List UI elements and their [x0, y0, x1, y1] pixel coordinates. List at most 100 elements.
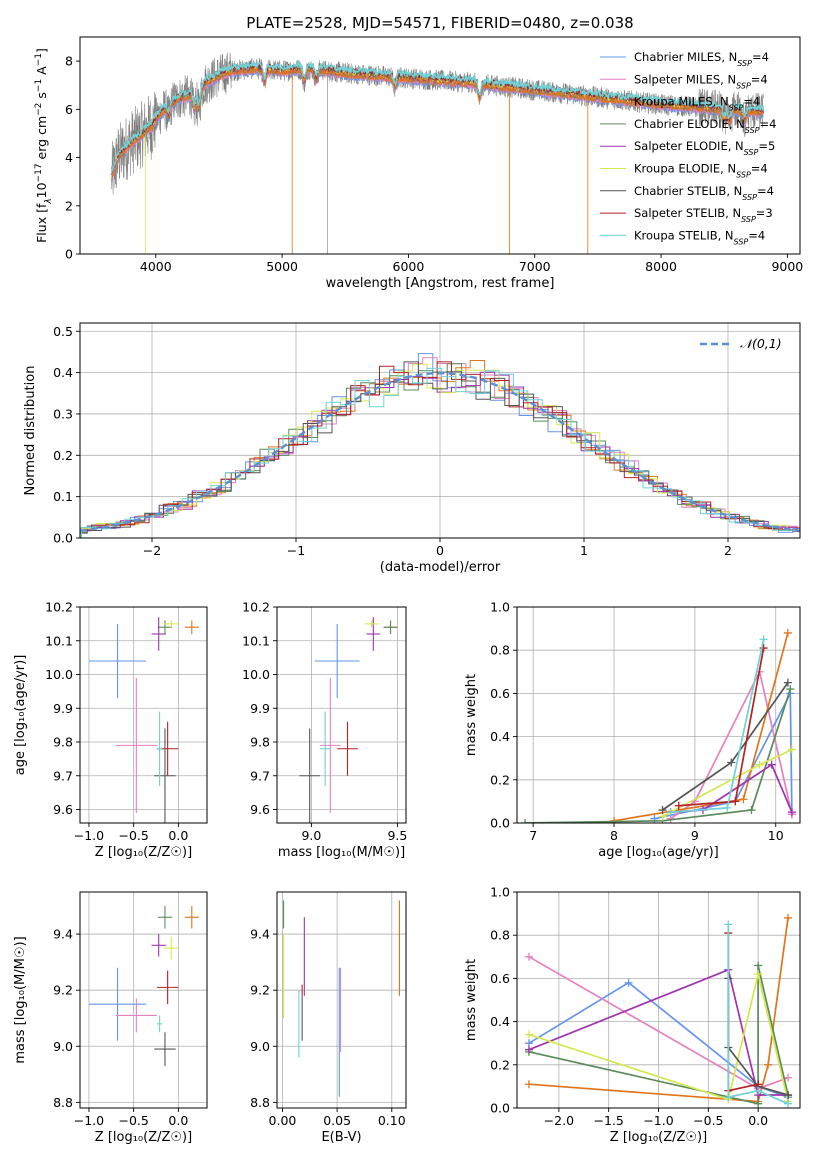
x-tick-label: 0.05 [323, 1113, 351, 1128]
weight-marker [724, 1093, 733, 1102]
y-tick-label: 9.9 [250, 701, 270, 716]
chart-mass-weight-vs-age: 7 8 9 10 0.0 0.2 0.4 0.6 0.8 1.0 age [log₁₀(age/yr… [464, 600, 801, 860]
y-tick-label: 0 [65, 247, 73, 262]
x-tick-label: −0.5 [693, 1113, 723, 1128]
y-tick-label: 9.4 [53, 927, 73, 942]
x-tick-label: 0.0 [748, 1113, 768, 1128]
errorbar-point-1 [115, 677, 157, 813]
residual-histogram-8 [80, 367, 800, 538]
y-tick-label: 9.4 [250, 927, 270, 942]
weight-marker [767, 760, 776, 769]
weight-line [678, 647, 765, 807]
y-tick-label: 0.8 [490, 928, 510, 943]
x-tick-label: 9.0 [301, 828, 321, 843]
grid-lines [277, 606, 406, 823]
y-tick-label: 10.0 [45, 667, 73, 682]
y-tick-label: 4 [65, 150, 73, 165]
residual-histogram-5 [80, 363, 800, 538]
weight-marker [724, 920, 733, 929]
weight-marker [658, 806, 667, 815]
y-tick-label: 0.8 [490, 643, 510, 658]
y-tick-label: 8.8 [250, 1095, 270, 1110]
weight-marker [786, 685, 795, 694]
x-tick-label: −2 [143, 543, 161, 558]
weight-marker [784, 1099, 793, 1108]
axes-frame [79, 606, 208, 824]
errorbar-point-0 [88, 623, 147, 699]
grid-lines [277, 892, 406, 1108]
x-axis-label: age [log₁₀(age/yr)] [598, 845, 719, 860]
errorbar-point-8 [156, 711, 163, 786]
y-tick-label: 10.0 [242, 667, 270, 682]
errorbar-point-1 [115, 998, 157, 1033]
weight-marker [727, 758, 736, 767]
x-tick-label: 2 [724, 543, 732, 558]
weight-marker [759, 635, 768, 644]
errorbar-point-0 [88, 967, 147, 1041]
weight-series-1 [666, 667, 796, 823]
y-tick-label: 0.3 [53, 406, 73, 421]
x-tick-label: 10 [768, 828, 784, 843]
y-tick-label: 10.2 [242, 600, 270, 615]
x-tick-label: −1.5 [593, 1113, 623, 1128]
x-tick-label: 0.10 [378, 1113, 406, 1128]
weight-marker [754, 961, 763, 970]
x-axis-label: wavelength [Angstrom, rest frame] [326, 276, 555, 291]
x-tick-label: 8000 [645, 259, 677, 274]
y-tick-label: 9.7 [250, 768, 270, 783]
y-tick-label: 0.4 [490, 729, 510, 744]
y-tick-label: 10.1 [45, 633, 73, 648]
errorbar-point-2 [184, 620, 199, 634]
weight-marker [783, 678, 792, 687]
errorbar-point-0 [314, 623, 360, 699]
weight-marker [723, 803, 732, 812]
weight-marker [524, 1045, 533, 1054]
y-tick-label: 9.7 [53, 768, 73, 783]
axes-frame [516, 891, 801, 1109]
errorbar-point-3 [383, 620, 398, 634]
legend-label-2: Kroupa MILES, NSSP=4 [634, 95, 760, 113]
legend-label-7: Salpeter STELIB, NSSP=3 [634, 206, 773, 224]
errorbar-point-1 [320, 677, 341, 813]
weight-marker [787, 808, 796, 817]
y-tick-label: 9.2 [53, 983, 73, 998]
chart-age-vs-Z: −1.0 −0.5 0.0 9.6 9.7 9.8 9.9 10.0 10.1 10.2 Z [lo… [13, 600, 208, 860]
errorbar-point-6 [154, 728, 176, 823]
plot-area [521, 628, 796, 823]
y-tick-label: 9.2 [250, 983, 270, 998]
legend: Chabrier MILES, NSSP=4 Salpeter MILES, NS… [600, 50, 776, 246]
weight-marker [624, 978, 633, 987]
weight-marker [764, 1060, 773, 1069]
weight-marker [739, 795, 748, 804]
errorbar-point-4 [151, 617, 166, 651]
model-spectrum-2 [111, 66, 764, 254]
model-spectrum-8 [111, 60, 764, 174]
y-tick-label: 1.0 [490, 885, 510, 900]
y-tick-label: 6 [65, 102, 73, 117]
errorbar-point-6 [299, 728, 320, 823]
weight-marker [747, 806, 756, 815]
axes-frame [276, 891, 407, 1109]
y-axis-label: Flux [fλ10−17 erg cm−2 s−1 A−1] [34, 48, 54, 243]
weight-series-7 [674, 644, 768, 810]
y-tick-label: 0.0 [53, 531, 73, 546]
plot-area [299, 617, 398, 823]
y-tick-label: 0.0 [490, 1101, 510, 1116]
x-tick-label: 0.0 [168, 828, 188, 843]
plot-area [111, 52, 764, 254]
errorbar-point-5 [364, 620, 379, 628]
y-tick-label: 0.2 [490, 1057, 510, 1072]
y-tick-label: 0.6 [490, 971, 510, 986]
y-tick-label: 0.0 [490, 816, 510, 831]
weight-line [528, 965, 789, 1105]
weight-marker [755, 760, 764, 769]
x-tick-label: 0.0 [168, 1113, 188, 1128]
y-tick-label: 9.0 [250, 1039, 270, 1054]
errorbar-point-2 [184, 906, 199, 929]
legend-label-3: Chabrier ELODIE, NSSP=4 [634, 117, 776, 134]
errorbar-point-8 [320, 711, 331, 786]
x-tick-label: 1 [580, 543, 588, 558]
x-tick-label: 0.00 [269, 1113, 297, 1128]
residual-histogram-6 [80, 361, 800, 534]
weight-line [528, 917, 789, 1103]
